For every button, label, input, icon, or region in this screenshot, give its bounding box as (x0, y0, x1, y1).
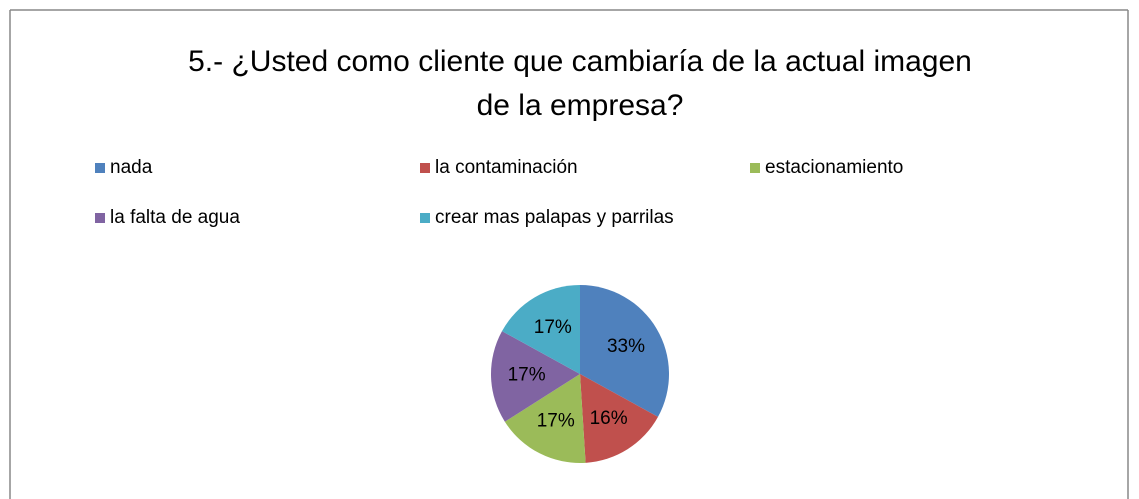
data-label: 17% (537, 411, 575, 432)
legend-label: crear mas palapas y parrilas (435, 207, 674, 228)
data-label: 33% (607, 336, 645, 357)
pie-slice (502, 285, 580, 374)
legend-label: nada (110, 157, 153, 178)
pie-slice (490, 331, 580, 422)
data-label: 17% (534, 317, 572, 338)
legend-swatch (95, 213, 105, 223)
legend-label: la falta de agua (110, 207, 240, 228)
pie-slice (504, 374, 586, 463)
legend-swatch (750, 163, 760, 173)
pie-slice (580, 374, 658, 463)
legend-swatch (420, 213, 430, 223)
legend-swatch (95, 163, 105, 173)
data-label: 16% (590, 408, 628, 429)
chart-title: 5.- ¿Usted como cliente que cambiaría de… (188, 45, 972, 122)
data-label: 17% (508, 365, 546, 386)
legend-swatch (420, 163, 430, 173)
legend-label: la contaminación (435, 157, 578, 178)
pie-slice (580, 285, 669, 417)
legend-label: estacionamiento (765, 157, 903, 178)
